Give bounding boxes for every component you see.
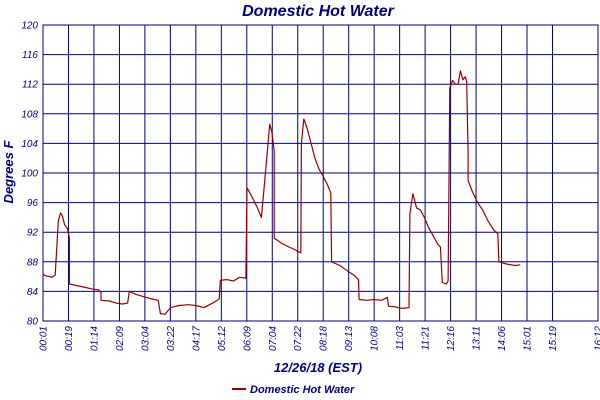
x-tick-label: 03:22 — [166, 326, 177, 351]
x-axis-ticks: 00:01 00:19 01:14 02:09 03:04 03:22 04:17 05:12… — [39, 326, 600, 351]
x-tick-label: 15:19 — [548, 326, 559, 351]
x-tick-label: 07:04 — [268, 326, 279, 351]
chart-title: Domestic Hot Water — [242, 3, 395, 20]
x-tick-label: 16:12 — [594, 326, 600, 351]
y-tick-label: 96 — [27, 198, 39, 209]
y-tick-label: 104 — [21, 139, 38, 150]
x-tick-label: 03:04 — [140, 326, 151, 351]
y-tick-label: 80 — [27, 317, 39, 328]
x-tick-label: 09:13 — [344, 326, 355, 351]
x-tick-label: 02:09 — [115, 326, 126, 351]
y-tick-label: 84 — [27, 287, 39, 298]
x-tick-label: 00:19 — [64, 326, 75, 351]
legend-label: Domestic Hot Water — [250, 384, 355, 396]
x-tick-label: 13:11 — [472, 326, 483, 350]
x-tick-label: 06:09 — [242, 326, 253, 351]
x-tick-label: 10:08 — [370, 326, 381, 351]
x-tick-label: 01:14 — [89, 326, 100, 351]
y-tick-label: 92 — [27, 228, 39, 239]
x-tick-label: 05:12 — [217, 326, 228, 351]
y-tick-label: 100 — [21, 169, 38, 180]
x-tick-label: 00:01 — [39, 326, 50, 351]
plot-area — [42, 24, 599, 322]
x-tick-label: 11:03 — [395, 326, 406, 351]
y-axis-ticks: 80 84 88 92 96 100 104 108 112 116 120 — [21, 21, 38, 328]
x-tick-label: 08:18 — [319, 326, 330, 351]
x-tick-label: 07:22 — [293, 326, 304, 351]
x-axis-title: 12/26/18 (EST) — [274, 360, 362, 375]
plot-border — [42, 24, 599, 322]
x-tick-label: 14:06 — [497, 326, 508, 351]
x-tick-label: 12:16 — [446, 326, 457, 351]
y-tick-label: 120 — [21, 21, 38, 32]
y-tick-label: 88 — [27, 257, 39, 268]
legend: Domestic Hot Water — [232, 384, 355, 396]
x-tick-label: 15:01 — [523, 326, 534, 351]
series-line-domestic-hot-water — [42, 70, 521, 315]
y-tick-label: 108 — [21, 109, 38, 120]
x-tick-label: 11:21 — [421, 326, 432, 350]
y-tick-label: 112 — [22, 80, 38, 91]
x-tick-label: 04:17 — [191, 326, 202, 351]
y-tick-label: 116 — [22, 50, 38, 61]
y-axis-title: Degrees F — [1, 140, 16, 204]
